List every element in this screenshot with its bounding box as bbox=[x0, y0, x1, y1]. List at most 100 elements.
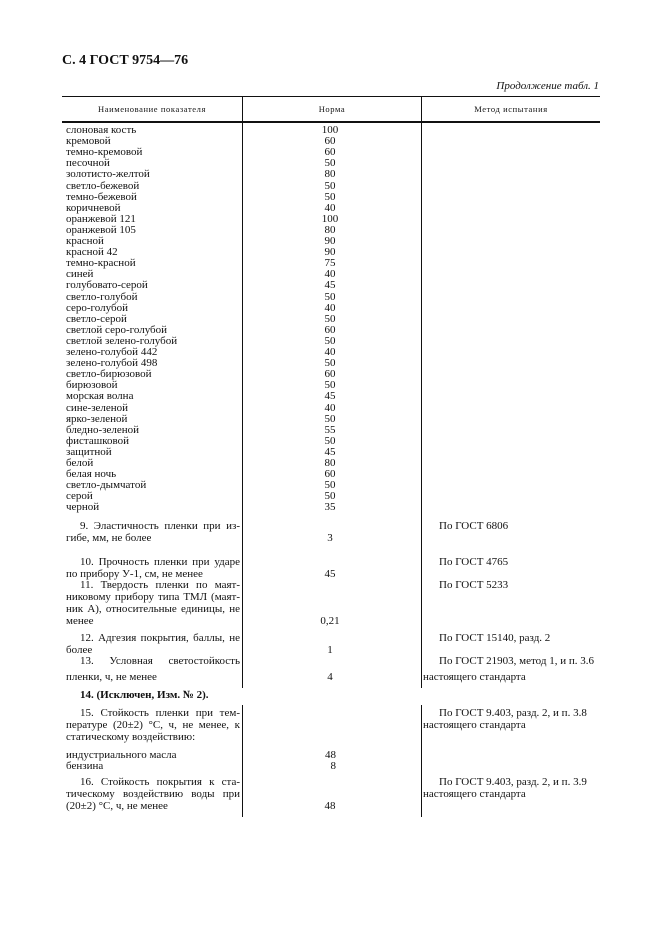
property-text: по прибору У-1, см, не менее bbox=[66, 568, 203, 580]
test-method: По ГОСТ 4765 bbox=[439, 556, 509, 568]
color-name: темно-бежевой bbox=[66, 190, 137, 203]
color-name: светло-серой bbox=[66, 312, 127, 325]
test-method: настоящего стандарта bbox=[423, 719, 526, 731]
norm-value: 90 bbox=[324, 235, 336, 247]
norm-value: 100 bbox=[321, 124, 339, 136]
color-name: черной bbox=[66, 501, 100, 514]
color-name: светло-голубой bbox=[66, 290, 138, 303]
property-text: (20±2) °С, ч, не менее bbox=[66, 800, 168, 812]
color-name: морская волна bbox=[66, 390, 134, 403]
property-text: 11. Твердость пленки по маят- bbox=[80, 579, 240, 591]
norm-value: 60 bbox=[324, 323, 336, 336]
test-method: настоящего стандарта bbox=[423, 671, 526, 683]
norm-value: 80 bbox=[324, 168, 336, 181]
table-continuation-label: Продолжение табл. 1 bbox=[496, 80, 599, 92]
test-method: По ГОСТ 9.403, разд. 2, и п. 3.9 bbox=[439, 776, 587, 788]
norm-value: 40 bbox=[324, 268, 336, 281]
color-name: золотисто-желтой bbox=[66, 168, 150, 181]
norm-value: 4 bbox=[327, 671, 333, 683]
test-method: По ГОСТ 15140, разд. 2 bbox=[439, 632, 551, 644]
color-name: серой bbox=[66, 490, 93, 503]
color-name: светлой зелено-голубой bbox=[66, 334, 178, 347]
norm-value: 60 bbox=[324, 146, 336, 159]
header-bottom-rule bbox=[62, 121, 600, 123]
norm-value: 80 bbox=[324, 457, 336, 469]
column-divider bbox=[421, 96, 422, 688]
color-name: белая ночь bbox=[66, 468, 117, 481]
test-method: По ГОСТ 6806 bbox=[439, 520, 509, 532]
norm-value: 60 bbox=[324, 368, 336, 381]
norm-value: 40 bbox=[324, 201, 336, 214]
property-text: 10. Прочность пленки при ударе bbox=[80, 556, 240, 568]
norm-value: 50 bbox=[324, 434, 336, 447]
color-name: светлой серо-голубой bbox=[66, 323, 168, 336]
norm-value: 45 bbox=[324, 445, 336, 458]
color-name: темно-красной bbox=[66, 257, 136, 270]
color-name: зелено-голубой 498 bbox=[66, 357, 158, 370]
property-text: никовому прибору типа ТМЛ (маят- bbox=[66, 591, 240, 603]
color-name: кремовой bbox=[66, 135, 111, 148]
property-text: 13. Условная светостойкость bbox=[80, 655, 240, 667]
column-divider bbox=[242, 705, 243, 817]
color-name: голубовато-серой bbox=[66, 279, 148, 292]
color-name: белой bbox=[66, 457, 94, 469]
color-name: красной 42 bbox=[66, 246, 118, 259]
property-text: 12. Адгезия покрытия, баллы, не bbox=[80, 632, 240, 644]
color-name: бледно-зеленой bbox=[66, 423, 140, 436]
norm-value: 40 bbox=[324, 401, 336, 414]
property-text: 9. Эластичность пленки при из- bbox=[80, 520, 240, 532]
color-name: красной bbox=[66, 235, 104, 247]
column-header-name: Наименование показателя bbox=[97, 104, 206, 114]
norm-value: 50 bbox=[324, 179, 336, 192]
test-method: По ГОСТ 9.403, разд. 2, и п. 3.8 bbox=[439, 707, 587, 719]
norm-value: 50 bbox=[324, 334, 336, 347]
norm-value: 60 bbox=[324, 135, 336, 148]
property-text: тическому воздействию воды при bbox=[66, 788, 240, 800]
norm-value: 55 bbox=[324, 423, 336, 436]
color-name: защитной bbox=[66, 445, 112, 458]
norm-value: 50 bbox=[324, 357, 336, 370]
norm-value: 50 bbox=[324, 490, 336, 503]
test-method: По ГОСТ 21903, метод 1, и п. 3.6 bbox=[439, 655, 594, 667]
sub-property: индустриального масла bbox=[66, 749, 177, 761]
property-text: менее bbox=[66, 615, 94, 627]
excluded-item: 14. (Исключен, Изм. № 2). bbox=[80, 689, 209, 701]
norm-value: 50 bbox=[324, 290, 336, 303]
color-name: светло-дымчатой bbox=[66, 479, 147, 492]
property-text: более bbox=[66, 644, 93, 656]
color-name: ярко-зеленой bbox=[66, 412, 128, 425]
color-name: слоновая кость bbox=[66, 124, 137, 136]
property-text: гибе, мм, не более bbox=[66, 532, 152, 544]
norm-value: 40 bbox=[324, 346, 336, 358]
property-text: 16. Стойкость покрытия к ста- bbox=[80, 776, 240, 788]
norm-value: 40 bbox=[324, 301, 336, 314]
norm-value: 60 bbox=[324, 468, 336, 481]
norm-value: 90 bbox=[324, 246, 336, 259]
norm-value: 50 bbox=[324, 412, 336, 425]
test-method: По ГОСТ 5233 bbox=[439, 579, 509, 591]
color-name: темно-кремовой bbox=[66, 146, 143, 159]
norm-value: 100 bbox=[321, 212, 339, 225]
property-text: статическому воздействию: bbox=[66, 731, 196, 743]
column-divider bbox=[242, 96, 243, 688]
norm-value: 1 bbox=[327, 644, 333, 656]
norm-value: 0,21 bbox=[320, 615, 340, 627]
norm-value: 50 bbox=[324, 312, 336, 325]
property-text: 15. Стойкость пленки при тем- bbox=[80, 707, 240, 719]
test-method: настоящего стандарта bbox=[423, 788, 526, 800]
color-name: сине-зеленой bbox=[66, 401, 129, 414]
color-name: коричневой bbox=[66, 201, 121, 214]
color-name: синей bbox=[66, 268, 94, 281]
property-text: пературе (20±2) °С, ч, не менее, к bbox=[66, 719, 240, 731]
color-name: светло-бежевой bbox=[66, 179, 140, 192]
norm-value: 50 bbox=[324, 157, 336, 170]
color-name: зелено-голубой 442 bbox=[66, 346, 158, 358]
page-title: С. 4 ГОСТ 9754—76 bbox=[62, 53, 189, 68]
norm-value: 45 bbox=[324, 279, 336, 292]
color-name: серо-голубой bbox=[66, 301, 128, 314]
color-name: фисташковой bbox=[66, 434, 129, 447]
norm-value: 45 bbox=[324, 568, 336, 580]
norm-value: 75 bbox=[324, 257, 336, 270]
column-header-norm: Норма bbox=[318, 104, 346, 114]
